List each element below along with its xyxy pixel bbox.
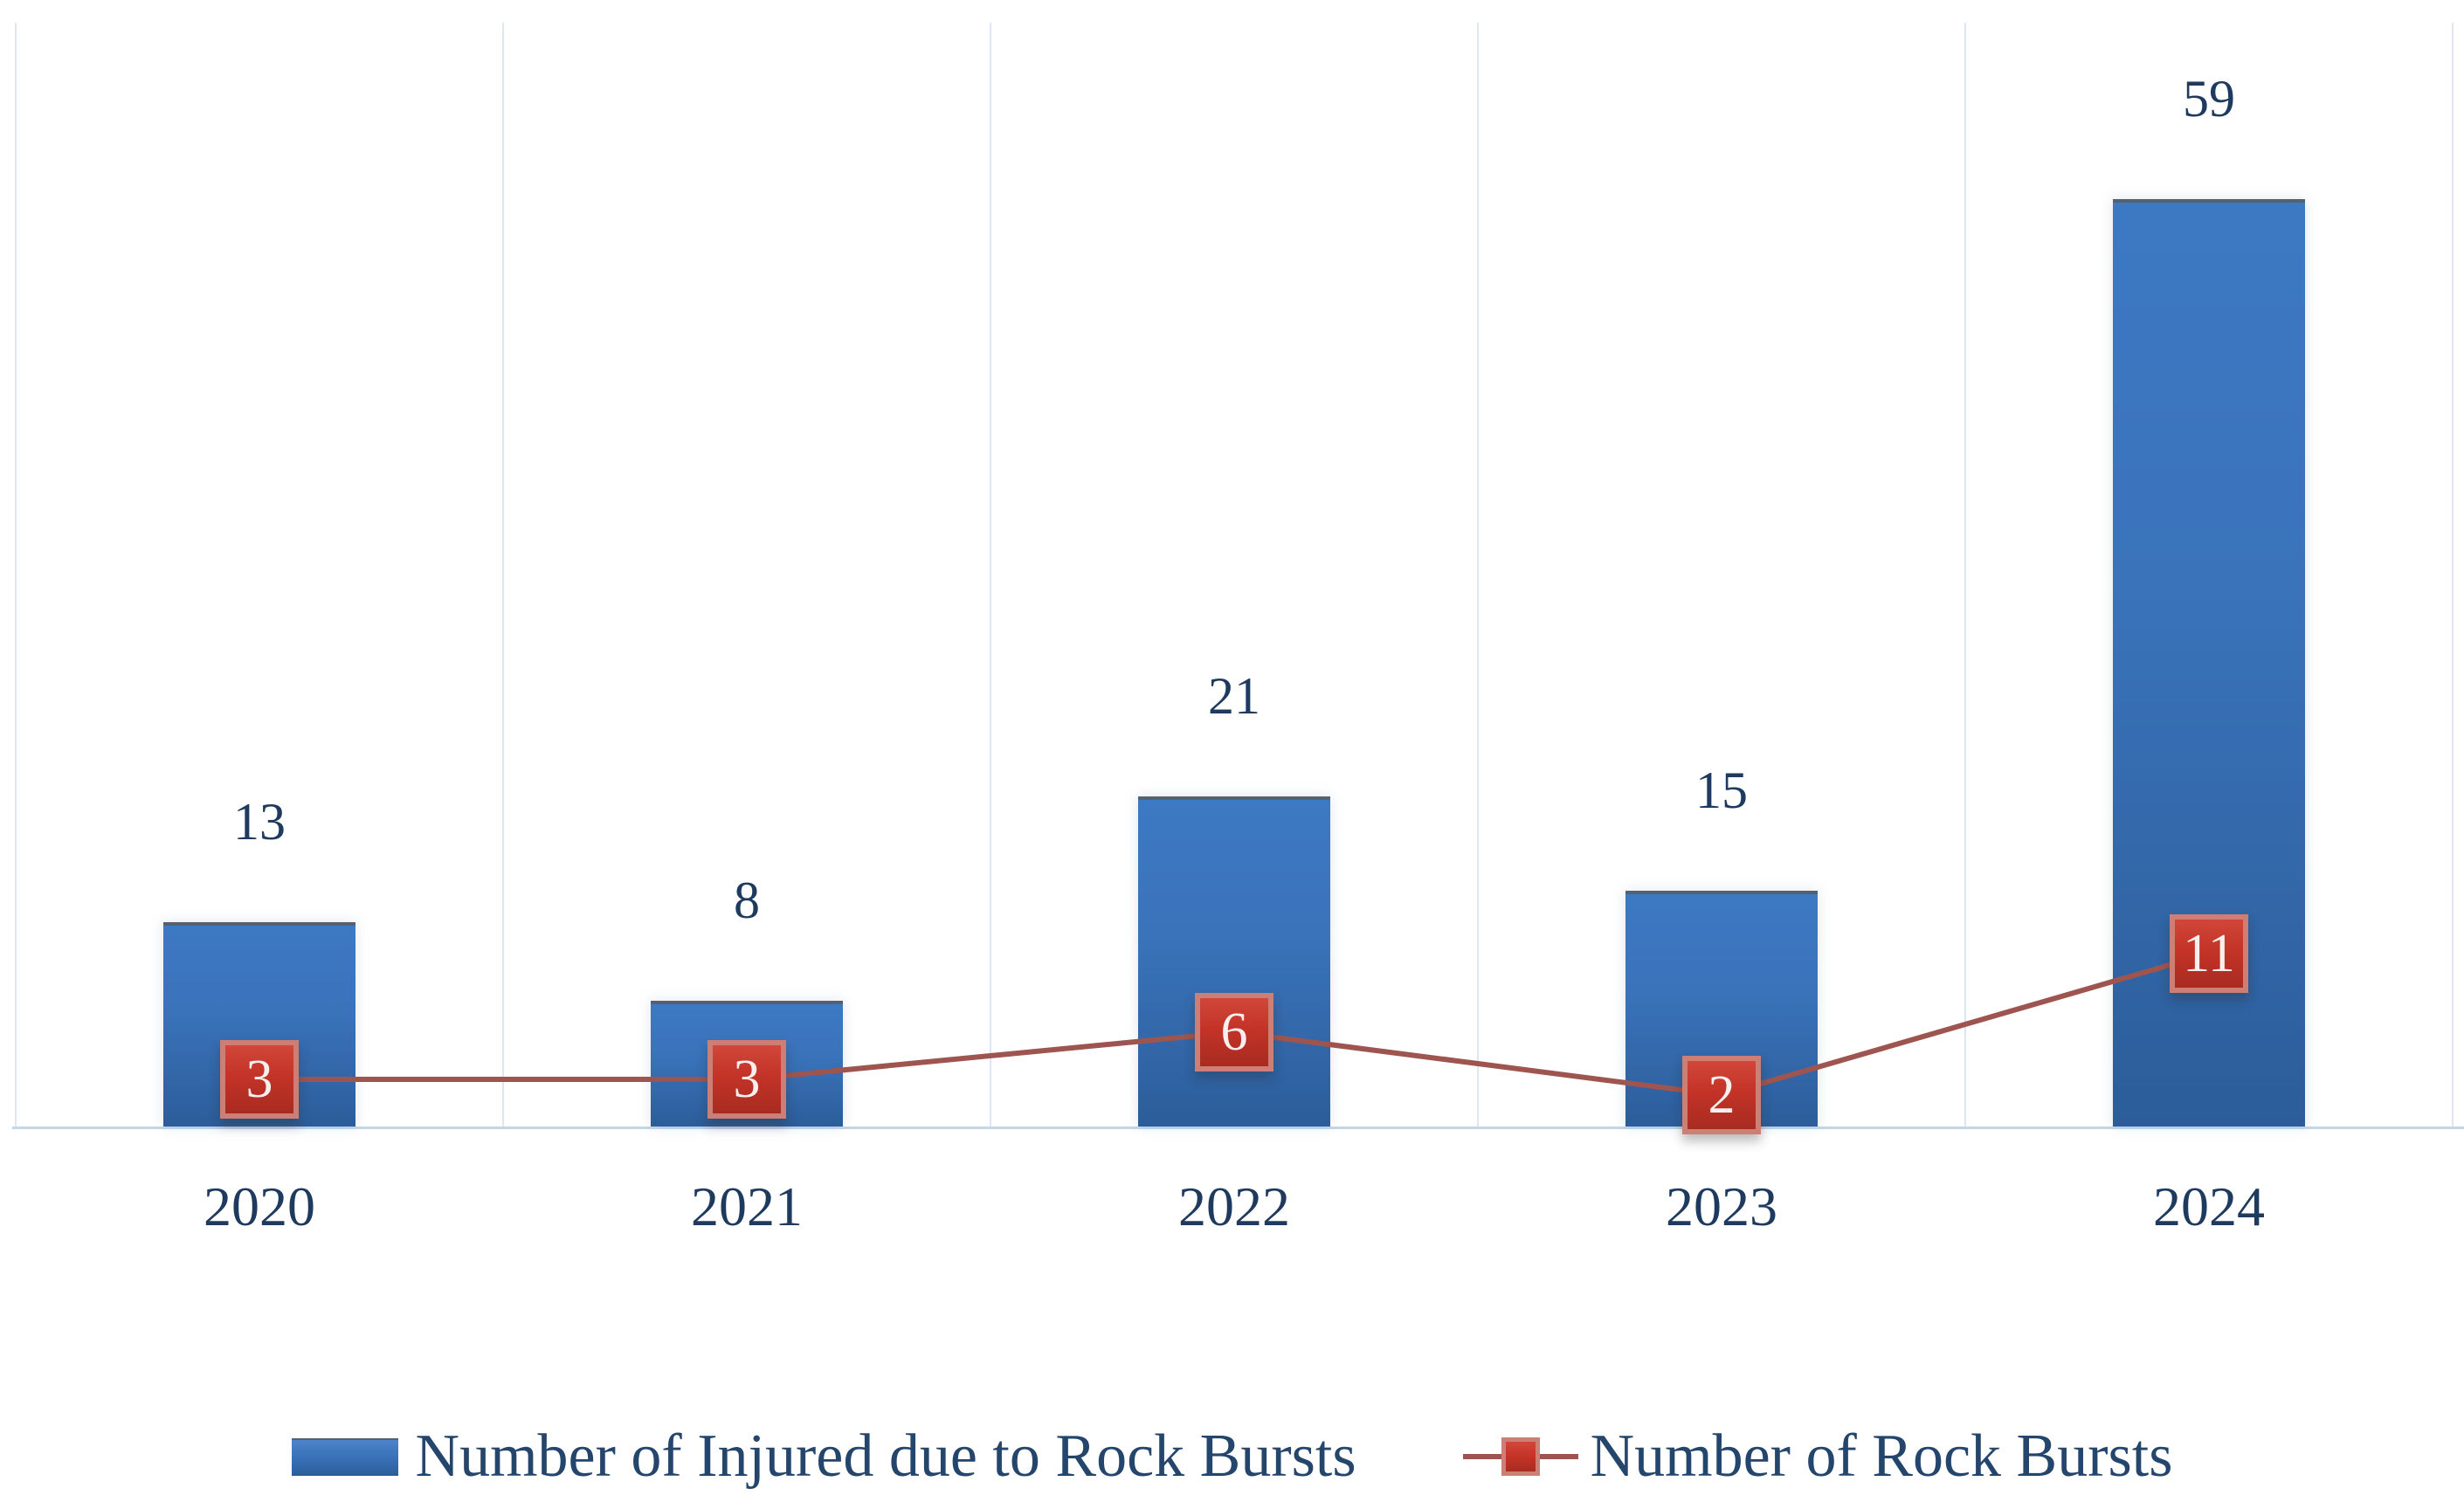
bar-2022 bbox=[1138, 796, 1330, 1127]
line-marker-2024: 11 bbox=[2170, 914, 2248, 993]
gridline bbox=[2452, 23, 2454, 1127]
legend-item-rock-bursts: Number of Rock Bursts bbox=[1462, 1422, 2173, 1492]
legend-label-injured: Number of Injured due to Rock Bursts bbox=[415, 1423, 1356, 1490]
gridline bbox=[1964, 23, 1966, 1127]
x-axis-label-2021: 2021 bbox=[691, 1175, 803, 1237]
line-marker-2020: 3 bbox=[220, 1040, 299, 1119]
bar-value-label-2023: 15 bbox=[1695, 761, 1748, 819]
line-marker-2023: 2 bbox=[1682, 1056, 1761, 1134]
legend-line-marker-icon bbox=[1462, 1436, 1578, 1478]
gridline bbox=[1477, 23, 1479, 1127]
gridline bbox=[990, 23, 991, 1127]
x-axis-line bbox=[12, 1127, 2464, 1129]
x-axis-label-2022: 2022 bbox=[1178, 1175, 1290, 1237]
bar-value-label-2024: 59 bbox=[2183, 70, 2235, 127]
x-axis-label-2024: 2024 bbox=[2153, 1175, 2265, 1237]
x-axis-label-2020: 2020 bbox=[204, 1175, 315, 1237]
legend: Number of Injured due to Rock Bursts Num… bbox=[0, 1402, 2464, 1509]
gridline bbox=[15, 23, 17, 1127]
legend-bar-swatch-icon bbox=[291, 1437, 398, 1476]
legend-label-rock-bursts: Number of Rock Bursts bbox=[1590, 1423, 2173, 1490]
x-axis-label-2023: 2023 bbox=[1666, 1175, 1777, 1237]
gridline bbox=[502, 23, 504, 1127]
bar-value-label-2022: 21 bbox=[1208, 667, 1260, 725]
line-marker-2021: 3 bbox=[707, 1040, 786, 1119]
line-marker-2022: 6 bbox=[1195, 993, 1273, 1071]
legend-item-injured: Number of Injured due to Rock Bursts bbox=[291, 1422, 1356, 1492]
bar-value-label-2020: 13 bbox=[233, 793, 286, 851]
bar-value-label-2021: 8 bbox=[734, 872, 760, 929]
